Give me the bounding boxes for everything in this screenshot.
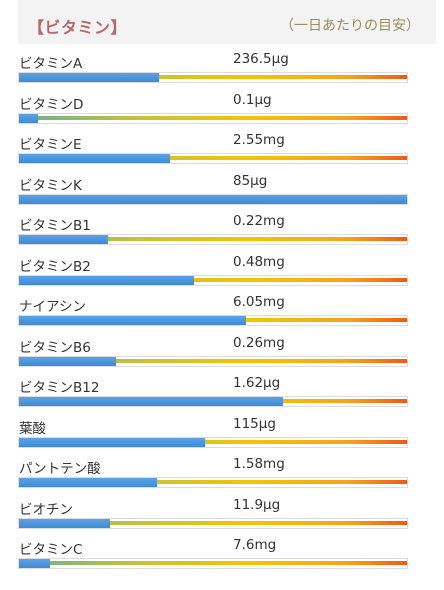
progress-bar-remainder bbox=[19, 520, 407, 525]
vitamin-row: ビタミンB12 1.62μg bbox=[18, 372, 410, 413]
progress-bar bbox=[18, 517, 408, 529]
progress-bar-remainder bbox=[19, 277, 407, 282]
progress-bar-remainder bbox=[19, 156, 407, 160]
section-header: 【ビタミン】 （一日あたりの目安） bbox=[18, 0, 436, 44]
progress-bar bbox=[18, 355, 408, 367]
progress-bar bbox=[18, 315, 408, 326]
vitamin-row: ビオチン 11.9μg bbox=[18, 494, 410, 535]
section-title: 【ビタミン】 bbox=[28, 18, 128, 37]
progress-bar bbox=[18, 193, 408, 205]
vitamin-name: ビタミンB12 bbox=[19, 380, 100, 396]
progress-bar bbox=[18, 153, 408, 164]
vitamin-name: ビタミンD bbox=[19, 96, 84, 113]
progress-bar-fill bbox=[19, 194, 407, 204]
vitamin-name: ビタミンC bbox=[19, 542, 83, 558]
progress-bar-fill bbox=[19, 356, 116, 366]
progress-bar-remainder bbox=[19, 480, 407, 484]
progress-bar-fill bbox=[19, 559, 51, 568]
vitamin-row: ビタミンA 236.5μg bbox=[18, 48, 410, 89]
vitamin-row: ビタミンD 0.1μg bbox=[18, 89, 410, 130]
progress-bar bbox=[18, 112, 408, 124]
vitamin-name: ビタミンB6 bbox=[19, 339, 91, 356]
vitamin-amount: 1.62μg bbox=[233, 375, 281, 391]
progress-bar-remainder bbox=[19, 358, 407, 363]
progress-bar-fill bbox=[19, 113, 39, 123]
progress-bar-remainder bbox=[19, 115, 407, 120]
vitamin-amount: 2.55mg bbox=[233, 132, 285, 148]
progress-bar bbox=[18, 558, 408, 569]
vitamin-name: ビタミンB2 bbox=[19, 258, 91, 275]
progress-bar bbox=[18, 477, 408, 488]
vitamin-name: ビタミンE bbox=[19, 137, 82, 153]
progress-bar bbox=[18, 436, 408, 448]
progress-bar-remainder bbox=[19, 561, 407, 565]
progress-bar-fill bbox=[19, 275, 194, 285]
progress-bar bbox=[18, 72, 408, 83]
progress-bar-fill bbox=[19, 154, 171, 163]
vitamin-amount: 115μg bbox=[233, 415, 276, 432]
progress-bar-fill bbox=[19, 518, 111, 528]
vitamin-row: ナイアシン 6.05mg bbox=[18, 291, 410, 332]
vitamin-name: 葉酸 bbox=[19, 420, 46, 437]
progress-bar-remainder bbox=[19, 75, 407, 79]
vitamin-row: ビタミンB1 0.22mg bbox=[18, 210, 410, 251]
vitamin-name: ビタミンB1 bbox=[19, 218, 91, 234]
vitamin-amount: 0.48mg bbox=[233, 253, 285, 270]
progress-bar-fill bbox=[19, 397, 283, 406]
vitamin-amount: 85μg bbox=[233, 172, 268, 189]
progress-bar bbox=[18, 274, 408, 286]
vitamin-amount: 0.1μg bbox=[233, 91, 272, 108]
vitamin-amount: 0.26mg bbox=[233, 334, 285, 351]
vitamin-row: ビタミンB6 0.26mg bbox=[18, 332, 410, 373]
vitamin-list: ビタミンA 236.5μg ビタミンD 0.1μg ビタミンE 2.55mg ビタミンK 85… bbox=[18, 48, 410, 575]
vitamin-row: ビタミンE 2.55mg bbox=[18, 129, 410, 170]
vitamin-name: パントテン酸 bbox=[19, 461, 101, 477]
vitamin-amount: 1.58mg bbox=[233, 456, 285, 472]
vitamin-amount: 11.9μg bbox=[233, 496, 281, 513]
vitamin-row: パントテン酸 1.58mg bbox=[18, 453, 410, 494]
vitamin-amount: 0.22mg bbox=[233, 213, 285, 229]
vitamin-row: ビタミンC 7.6mg bbox=[18, 534, 410, 575]
progress-bar-fill bbox=[19, 73, 159, 82]
vitamin-amount: 6.05mg bbox=[233, 294, 285, 310]
progress-bar-fill bbox=[19, 437, 206, 447]
vitamin-name: ビタミンA bbox=[19, 56, 83, 72]
vitamin-name: ビタミンK bbox=[19, 177, 82, 194]
vitamin-row: 葉酸 115μg bbox=[18, 413, 410, 454]
vitamin-amount: 7.6mg bbox=[233, 537, 277, 553]
progress-bar-remainder bbox=[19, 439, 407, 444]
progress-bar-fill bbox=[19, 478, 157, 487]
progress-bar-fill bbox=[19, 316, 246, 325]
vitamin-name: ナイアシン bbox=[19, 299, 86, 315]
progress-bar-remainder bbox=[19, 237, 407, 241]
progress-bar-fill bbox=[19, 235, 109, 244]
progress-bar bbox=[18, 234, 408, 245]
progress-bar bbox=[18, 396, 408, 407]
daily-guideline-note: （一日あたりの目安） bbox=[280, 18, 420, 34]
vitamin-row: ビタミンK 85μg bbox=[18, 170, 410, 211]
vitamin-amount: 236.5μg bbox=[233, 51, 289, 67]
vitamin-row: ビタミンB2 0.48mg bbox=[18, 251, 410, 292]
vitamin-name: ビオチン bbox=[19, 501, 73, 518]
